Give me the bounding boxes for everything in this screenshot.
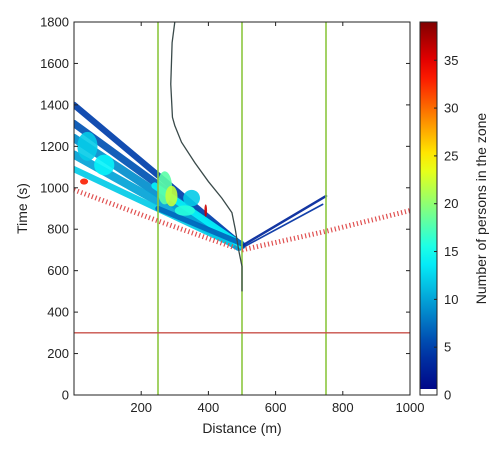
dark-curve-layer <box>170 21 243 292</box>
heatmap-layer <box>74 101 328 251</box>
y-tick-label: 0 <box>62 388 69 403</box>
colorbar-tick-label: 25 <box>444 148 458 163</box>
density-band <box>240 194 328 248</box>
x-tick-label: 1000 <box>396 400 425 415</box>
colorbar-tick-label: 30 <box>444 101 458 116</box>
reference-lines <box>73 22 411 395</box>
colorbar-tick-label: 5 <box>444 340 451 355</box>
colorbar-frame <box>419 21 438 396</box>
density-blob <box>174 205 195 216</box>
plot-frame <box>73 21 411 396</box>
y-tick-label: 1800 <box>40 15 69 30</box>
density-blob <box>80 178 89 185</box>
density-blob <box>183 189 201 207</box>
x-tick-label: 200 <box>130 400 152 415</box>
dark-curve <box>170 21 243 292</box>
density-blob <box>204 204 208 217</box>
y-tick-label: 200 <box>47 346 69 361</box>
x-tick-label: 600 <box>265 400 287 415</box>
axes: 200 400 600 800 1000 0 200 400 600 800 1000 1200 140… <box>40 15 424 416</box>
y-tick-label: 800 <box>47 222 69 237</box>
density-blob <box>94 154 115 176</box>
colorbar-zero-cap <box>420 389 437 395</box>
colorbar-tick-label: 10 <box>444 292 458 307</box>
y-tick-label: 1200 <box>40 139 69 154</box>
density-blob <box>165 185 178 207</box>
x-tick-label: 800 <box>332 400 354 415</box>
density-band <box>155 205 245 247</box>
colorbar-tick-label: 35 <box>444 53 458 68</box>
density-band <box>241 203 324 249</box>
colorbar-tick-label: 20 <box>444 196 458 211</box>
density-blob <box>77 131 98 161</box>
y-tick-label: 400 <box>47 305 69 320</box>
colorbar-title: Number of persons in the zone <box>473 113 489 305</box>
colorbar-tick-label: 15 <box>444 244 458 259</box>
colorbar-tick-label: 0 <box>444 388 451 403</box>
y-tick-label: 1600 <box>40 56 69 71</box>
x-axis-title: Distance (m) <box>202 420 281 436</box>
y-tick-label: 600 <box>47 263 69 278</box>
y-tick-label: 1400 <box>40 97 69 112</box>
y-tick-label: 1000 <box>40 180 69 195</box>
colorbar: 0 5 10 15 20 25 30 35 <box>419 21 458 403</box>
plot-area <box>73 21 411 396</box>
colorbar-fill <box>420 22 437 395</box>
x-tick-label: 400 <box>198 400 220 415</box>
y-axis-title: Time (s) <box>14 183 30 234</box>
